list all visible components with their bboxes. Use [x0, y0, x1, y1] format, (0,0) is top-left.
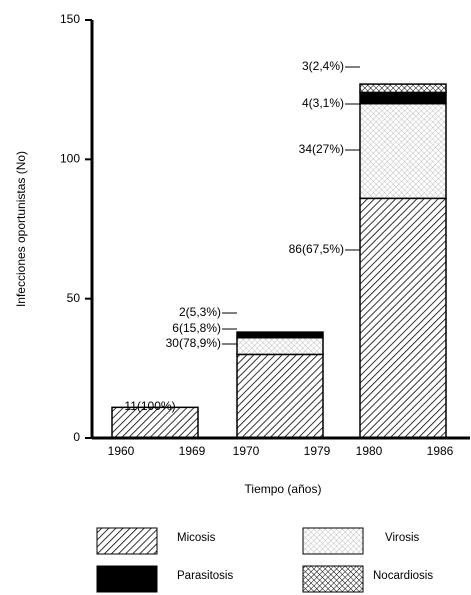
y-tick-label: 0 — [73, 430, 80, 444]
bar-segment — [236, 353, 324, 439]
bar-segment — [111, 406, 199, 439]
y-tick-label: 50 — [67, 291, 81, 305]
x-tick-label: 1970 — [233, 444, 260, 458]
value-label: 86(67,5%) — [289, 242, 344, 256]
legend-label: Nocardiosis — [373, 570, 433, 582]
y-axis-label: Infecciones oportunistas (No) — [14, 151, 28, 307]
bar-segment — [359, 83, 447, 94]
value-label: 30(78,9%) — [166, 336, 221, 350]
bar-segment — [359, 91, 447, 105]
legend-swatch — [96, 527, 158, 555]
legend-label: Micosis — [177, 532, 216, 544]
bar-segment — [359, 102, 447, 200]
legend-label: Virosis — [385, 532, 420, 544]
x-tick-label: 1986 — [427, 444, 454, 458]
value-label: 11(100%) — [124, 399, 175, 413]
legend-swatch — [96, 565, 158, 593]
value-label: 2(5,3%) — [179, 305, 221, 319]
bar-segment — [236, 331, 324, 339]
legend-swatch — [302, 527, 364, 555]
x-tick-label: 1980 — [356, 444, 383, 458]
y-tick-label: 100 — [60, 152, 80, 166]
value-label: 3(2,4%) — [302, 59, 344, 73]
legend-label: Parasitosis — [177, 570, 233, 582]
value-label: 6(15,8%) — [172, 321, 221, 335]
x-tick-label: 1969 — [179, 444, 206, 458]
value-label: 34(27%) — [299, 142, 344, 156]
bar-segment — [359, 197, 447, 439]
value-label: 4(3,1%) — [302, 96, 344, 110]
x-axis-label: Tiempo (años) — [245, 482, 322, 496]
x-tick-label: 1960 — [108, 444, 135, 458]
legend-swatch — [302, 565, 364, 593]
x-tick-label: 1979 — [304, 444, 331, 458]
bar-segment — [236, 336, 324, 356]
y-tick-label: 150 — [60, 12, 80, 26]
